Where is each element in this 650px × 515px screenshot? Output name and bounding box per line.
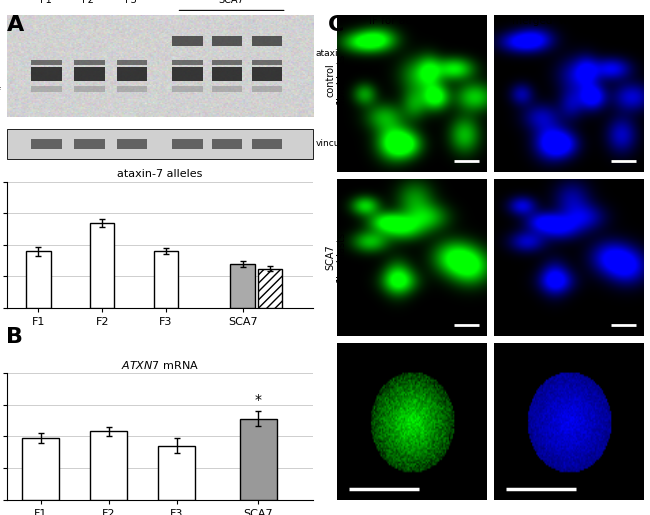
Bar	[31, 139, 62, 149]
Bar	[212, 67, 242, 81]
Text: merged  with DAPI: merged with DAPI	[512, 16, 608, 26]
Bar	[252, 36, 282, 46]
Bar	[212, 60, 242, 65]
Bar	[74, 139, 105, 149]
Bar	[252, 87, 282, 92]
Bar	[252, 139, 282, 149]
Bar	[172, 67, 203, 81]
Bar	[258, 269, 282, 308]
Bar	[26, 251, 51, 308]
Bar	[212, 87, 242, 92]
Text: A: A	[6, 15, 24, 36]
Bar	[117, 67, 148, 81]
Bar	[172, 87, 203, 92]
Bar	[158, 446, 196, 500]
Bar	[117, 60, 148, 65]
Bar	[74, 67, 105, 81]
Bar	[252, 67, 282, 81]
Text: IF for ataxin-7: IF for ataxin-7	[369, 16, 441, 26]
Bar	[154, 251, 178, 308]
Bar	[22, 438, 59, 500]
Bar	[240, 419, 277, 500]
Bar	[172, 60, 203, 65]
Bar	[172, 36, 203, 46]
Text: control
fibroblasts: control fibroblasts	[325, 54, 347, 106]
Text: SCA7
fibroblasts: SCA7 fibroblasts	[325, 232, 347, 283]
Text: B: B	[6, 327, 23, 347]
Bar	[31, 60, 62, 65]
Text: F2: F2	[82, 0, 94, 5]
Text: SCA7: SCA7	[218, 0, 244, 5]
Text: C: C	[328, 15, 344, 36]
Text: *: *	[255, 393, 262, 407]
Text: vinculin: vinculin	[316, 140, 351, 148]
Bar	[31, 67, 62, 81]
Text: ataxin-7: ataxin-7	[316, 49, 353, 58]
Bar	[31, 87, 62, 92]
Text: F1: F1	[40, 0, 52, 5]
Bar	[90, 431, 127, 500]
Bar	[117, 87, 148, 92]
Title: $ATXN7$ mRNA: $ATXN7$ mRNA	[121, 359, 199, 371]
Bar	[172, 139, 203, 149]
Bar	[74, 87, 105, 92]
Bar	[252, 60, 282, 65]
Bar	[212, 36, 242, 46]
Bar	[117, 139, 148, 149]
FancyBboxPatch shape	[6, 129, 313, 159]
Bar	[90, 222, 114, 308]
Bar	[74, 60, 105, 65]
Legend: normal
allele, mutant
allele: normal allele, mutant allele	[369, 179, 425, 232]
Bar	[231, 264, 255, 308]
Bar	[212, 139, 242, 149]
Title: ataxin-7 alleles: ataxin-7 alleles	[117, 169, 202, 179]
Text: F3: F3	[125, 0, 136, 5]
